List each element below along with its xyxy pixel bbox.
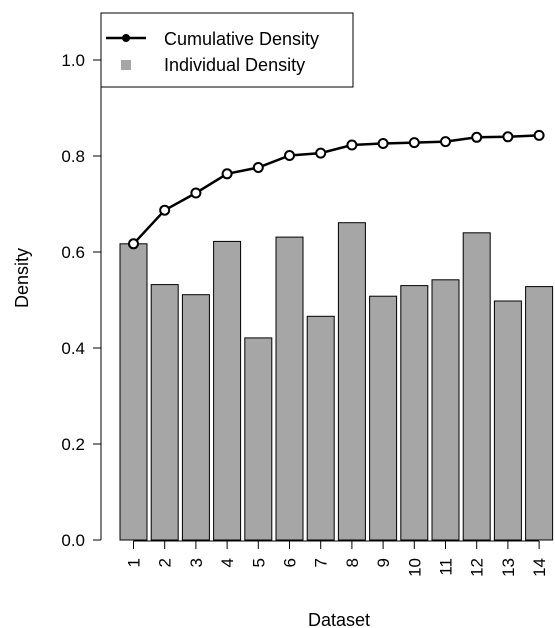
bar-6 [275, 236, 304, 541]
x-tick-label: 3 [187, 558, 206, 567]
cumulative-point-11 [440, 136, 451, 148]
x-tick-label: 2 [156, 558, 175, 567]
bar-7 [306, 315, 335, 541]
legend: Cumulative Density Individual Density [100, 12, 354, 88]
y-tick-label: 0.8 [61, 147, 85, 166]
bar-5 [244, 337, 273, 541]
y-tick-label: 0.6 [61, 243, 85, 262]
bar-12 [462, 232, 491, 541]
cumulative-point-7 [315, 147, 327, 159]
legend-label-cumulative: Cumulative Density [164, 29, 319, 49]
bar-4 [213, 240, 242, 541]
legend-line-marker [122, 34, 130, 42]
y-tick-label: 0.4 [61, 339, 85, 358]
cumulative-series [128, 129, 545, 250]
cumulative-point-14 [533, 129, 545, 141]
bar-11 [431, 279, 460, 541]
y-tick-label: 1.0 [61, 51, 85, 70]
cumulative-point-9 [377, 138, 389, 149]
cumulative-point-13 [502, 131, 514, 143]
y-tick-label: 0.2 [61, 435, 85, 454]
cumulative-point-1 [128, 238, 139, 250]
x-tick-label: 1 [125, 558, 144, 567]
bar-1 [119, 243, 148, 541]
x-tick-label: 5 [249, 558, 268, 567]
x-tick-label: 10 [405, 558, 424, 577]
bar-13 [493, 300, 522, 541]
x-tick-label: 7 [312, 558, 331, 567]
bar-series [119, 222, 554, 541]
cumulative-point-6 [284, 150, 295, 161]
cumulative-point-2 [159, 204, 171, 216]
bar-3 [181, 294, 210, 541]
y-tick-label: 0.0 [61, 531, 85, 550]
legend-label-individual: Individual Density [164, 55, 305, 75]
cumulative-point-10 [408, 137, 420, 149]
x-axis: 1 2 3 4 5 6 7 8 9 10 11 12 13 14 [125, 540, 549, 577]
x-tick-label: 11 [437, 558, 456, 576]
x-tick-label: 4 [218, 558, 237, 567]
x-tick-label: 6 [281, 558, 300, 567]
bar-8 [337, 222, 366, 541]
x-tick-label: 14 [530, 558, 549, 577]
y-axis-title: Density [12, 248, 32, 308]
x-tick-label: 13 [499, 558, 518, 577]
y-axis: 0.0 0.2 0.4 0.6 0.8 1.0 [61, 51, 102, 550]
bar-9 [369, 295, 398, 541]
bar-14 [525, 286, 554, 541]
cumulative-point-4 [221, 168, 233, 180]
x-tick-label: 12 [468, 558, 487, 577]
x-axis-title: Dataset [308, 610, 370, 628]
cumulative-point-5 [252, 162, 264, 173]
bar-10 [400, 285, 429, 541]
legend-box [100, 12, 354, 88]
cumulative-point-8 [346, 139, 358, 151]
legend-bar-swatch [121, 60, 131, 70]
bar-2 [150, 284, 179, 541]
cumulative-point-12 [471, 131, 483, 143]
x-tick-label: 8 [343, 558, 362, 567]
cumulative-point-3 [190, 187, 202, 199]
x-tick-label: 9 [374, 558, 393, 567]
